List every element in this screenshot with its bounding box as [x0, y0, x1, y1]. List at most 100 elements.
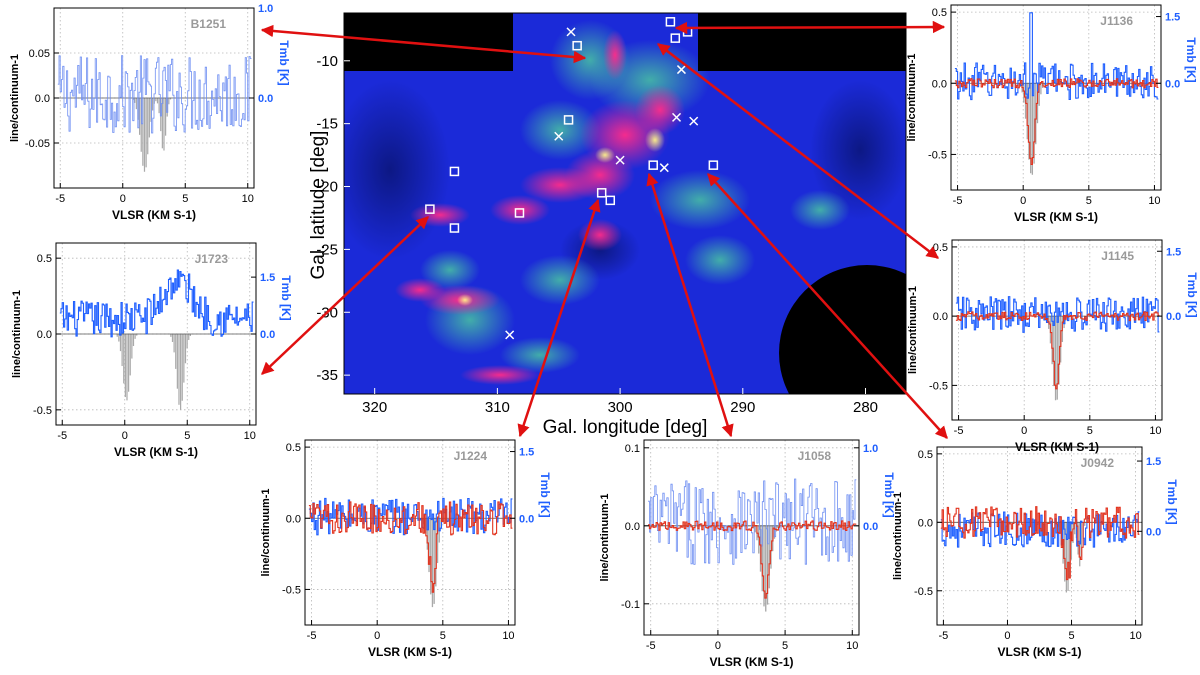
absorption-bar — [766, 525, 769, 605]
oh-spectrum-line — [648, 520, 857, 599]
y2-tick-label: 0.0 — [1165, 78, 1180, 90]
absorption-bar — [181, 334, 183, 401]
x-tick-label: 0 — [715, 640, 721, 652]
absorption-bar — [129, 334, 131, 376]
map-x-tick-label: 320 — [362, 399, 387, 416]
y-axis-label: line/continuum-1 — [9, 54, 21, 142]
x-axis-label: VLSR (KM S-1) — [1014, 210, 1098, 224]
y2-tick-label: 0.0 — [863, 521, 878, 533]
y2-tick-label: 0.0 — [519, 513, 534, 525]
panel-j1723: -5 0 5 10 -0.5 0.0 0.5 0.0 1.5 J1723 VLSR (KM S-1)… — [11, 242, 293, 459]
hi-spectrum-line — [648, 478, 857, 565]
y2-axis-label: Tmb [K] — [882, 472, 896, 517]
x-tick-label: -5 — [939, 630, 949, 642]
absorption-bar — [131, 334, 133, 359]
absorption-bar — [156, 98, 159, 104]
y2-tick-label: 1.5 — [519, 447, 534, 459]
panel-frame — [951, 239, 1163, 421]
absorption-bar — [1080, 522, 1083, 557]
map-x-tick-label: 290 — [730, 399, 755, 416]
y-axis-label: line/continuum-1 — [11, 290, 23, 378]
y-tick-label: 0.0 — [625, 521, 640, 533]
x-tick-label: 0 — [1021, 425, 1027, 437]
y2-axis-label: Tmb [K] — [1184, 37, 1198, 82]
x-axis-label: VLSR (KM S-1) — [114, 445, 198, 459]
panel-frame — [950, 4, 1162, 191]
absorption-bar — [173, 334, 175, 353]
source-cross-marker — [554, 131, 564, 141]
x-tick-label: 0 — [122, 430, 128, 442]
y-tick-label: 0.0 — [932, 78, 947, 90]
absorption-bar — [169, 98, 172, 100]
y-tick-label: 0.5 — [932, 7, 947, 19]
y-tick-label: 0.0 — [918, 517, 933, 529]
y-tick-label: 0.5 — [286, 442, 301, 454]
absorption-bar — [768, 525, 770, 589]
absorption-bar — [121, 334, 123, 367]
oh-spectrum-line — [955, 311, 1160, 390]
y2-axis-label: Tmb [K] — [279, 275, 293, 320]
panel-j1145: -5 0 5 10 -0.5 0.0 0.5 0.0 1.5 J1145 VLSR (KM S-1)… — [907, 239, 1199, 454]
absorption-bar — [433, 518, 435, 604]
absorption-bar — [1038, 83, 1040, 106]
x-tick-label: 0 — [1020, 195, 1026, 207]
y2-axis-label: Tmb [K] — [1185, 272, 1199, 317]
y-axis-label: line/continuum-1 — [260, 489, 272, 577]
panel-j1058: -5 0 5 10 -0.1 0.0 0.1 0.0 1.0 J1058 VLSR (KM S-1)… — [599, 439, 896, 669]
absorption-bar — [145, 98, 147, 168]
y-tick-label: -0.5 — [929, 380, 948, 392]
x-axis-label: VLSR (KM S-1) — [998, 645, 1082, 659]
x-tick-label: 5 — [1068, 630, 1074, 642]
x-tick-label: 10 — [1148, 195, 1160, 207]
y2-axis-label: Tmb [K] — [538, 472, 552, 517]
absorption-bar — [1028, 83, 1030, 160]
absorption-bar — [152, 98, 154, 111]
absorption-bar — [1064, 522, 1066, 582]
map-y-tick-label: -35 — [316, 367, 338, 384]
absorption-bar — [163, 98, 165, 151]
absorption-bar — [116, 334, 118, 337]
source-square-marker — [449, 166, 460, 177]
absorption-bar — [1053, 316, 1055, 387]
absorption-bar — [128, 334, 130, 392]
source-name-label: J1145 — [1101, 249, 1134, 263]
panel-frame — [936, 446, 1143, 626]
absorption-bar — [758, 525, 760, 554]
absorption-bar — [1074, 522, 1076, 535]
x-tick-label: 5 — [782, 640, 788, 652]
panel-j1224: -5 0 5 10 -0.5 0.0 0.5 0.0 1.5 J1224 VLSR (KM S-1)… — [260, 439, 552, 659]
absorption-bar — [1023, 83, 1025, 103]
map-x-label: Gal. longitude [deg] — [543, 417, 708, 438]
x-tick-label: 5 — [184, 430, 190, 442]
y-tick-label: -0.1 — [621, 599, 640, 611]
y-tick-label: -0.5 — [928, 149, 947, 161]
map-x-tick-label: 300 — [608, 399, 633, 416]
x-axis-label: VLSR (KM S-1) — [1015, 440, 1099, 454]
absorption-bar — [123, 334, 125, 384]
y-tick-label: -0.5 — [914, 586, 933, 598]
x-tick-label: 5 — [182, 193, 188, 205]
absorption-bar — [132, 334, 135, 347]
absorption-bar — [752, 525, 755, 529]
absorption-bar — [170, 334, 172, 337]
oh-spectrum-line — [954, 78, 1159, 166]
y-tick-label: -0.5 — [282, 584, 301, 596]
y2-axis-label: Tmb [K] — [277, 40, 291, 85]
arrow-j0942 — [707, 173, 948, 439]
y-tick-label: 0.05 — [29, 48, 50, 60]
absorption-bar — [148, 98, 150, 138]
x-tick-label: 10 — [1149, 425, 1161, 437]
x-tick-label: 10 — [1129, 630, 1141, 642]
absorption-bar — [1056, 316, 1058, 400]
x-tick-label: -5 — [57, 430, 67, 442]
absorption-bar — [140, 98, 142, 152]
absorption-bar — [188, 334, 190, 340]
hi-spectrum-line — [59, 269, 254, 338]
source-name-label: J1723 — [195, 252, 229, 266]
absorption-bar — [186, 334, 188, 349]
map-y-tick-label: -20 — [316, 179, 338, 196]
panel-j0942: -5 0 5 10 -0.5 0.0 0.5 0.0 1.5 J0942 VLSR (KM S-1)… — [892, 446, 1179, 659]
y2-axis-label: Tmb [K] — [1165, 479, 1179, 524]
y-tick-label: 0.1 — [625, 443, 640, 455]
absorption-bar — [168, 98, 170, 105]
